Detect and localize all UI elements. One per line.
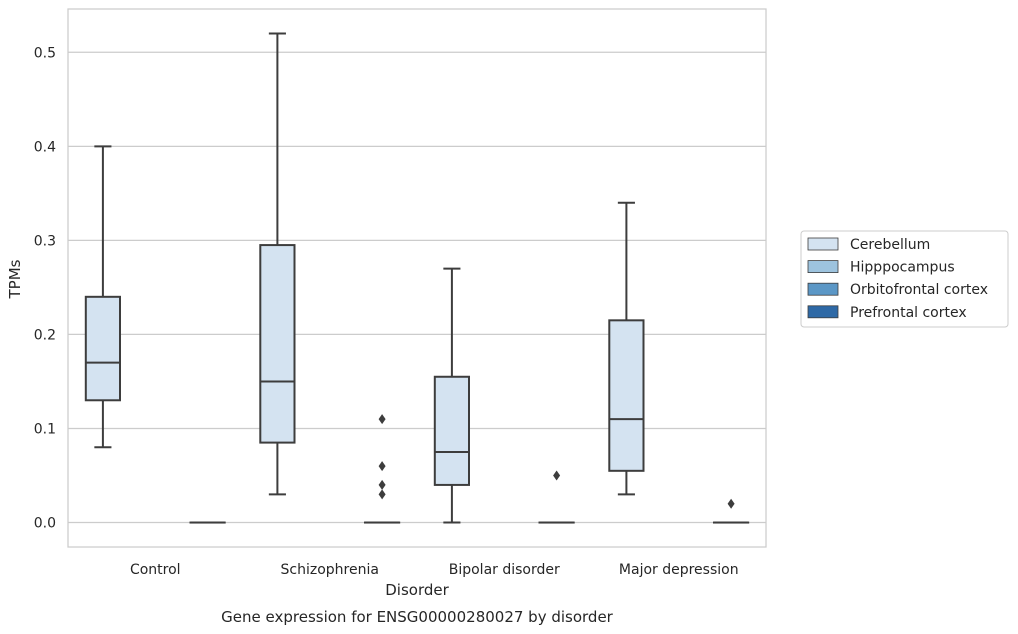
- y-tick-label: 0.4: [34, 139, 56, 155]
- box-series: [84, 32, 750, 524]
- box-prefrontal-cortex: [538, 470, 575, 524]
- outlier-point: [553, 470, 561, 481]
- box-rect: [433, 375, 471, 486]
- x-tick-label: Schizophrenia: [281, 562, 379, 578]
- outlier-point: [378, 414, 386, 425]
- legend-label: Orbitofrontal cortex: [850, 282, 988, 298]
- box-cerebellum: [608, 201, 645, 496]
- legend-label: Cerebellum: [850, 237, 930, 253]
- legend: Cerebellum Hipppocampus Orbitofrontal cort…: [800, 230, 1009, 328]
- box-cerebellum: [84, 145, 122, 449]
- box-prefrontal-cortex: [712, 498, 750, 524]
- legend-swatch: [807, 305, 839, 319]
- box-rect: [608, 319, 645, 472]
- outlier-point: [378, 479, 386, 490]
- box-rect: [259, 244, 296, 444]
- legend-label: Prefrontal cortex: [850, 305, 967, 321]
- y-tick-labels: 0.0 0.1 0.2 0.3 0.4 0.5: [34, 45, 56, 531]
- y-tick-label: 0.5: [34, 45, 56, 61]
- legend-swatch: [807, 282, 839, 296]
- x-tick-label: Bipolar disorder: [449, 562, 560, 578]
- box-cerebellum: [259, 32, 296, 496]
- y-gridlines: [68, 51, 766, 524]
- outlier-point: [378, 461, 386, 472]
- legend-swatch: [807, 260, 839, 274]
- y-tick-label: 0.1: [34, 421, 56, 437]
- y-tick-label: 0.0: [34, 516, 56, 532]
- plot-frame: [67, 8, 767, 548]
- legend-swatch: [807, 237, 839, 251]
- y-axis-label: TPMs: [6, 259, 24, 299]
- outlier-point: [378, 489, 386, 500]
- y-tick-label: 0.3: [34, 233, 56, 249]
- box-rect: [84, 295, 122, 402]
- chart-title: Gene expression for ENSG00000280027 by d…: [221, 608, 614, 626]
- x-axis-label: Disorder: [385, 581, 449, 599]
- box-cerebellum: [433, 267, 471, 524]
- x-tick-label: Major depression: [619, 562, 739, 578]
- box-prefrontal-cortex: [363, 414, 401, 524]
- x-tick-labels: Control Schizophrenia Bipolar disorder Majo…: [130, 562, 739, 578]
- legend-label: Hipppocampus: [850, 260, 955, 276]
- legend-frame: [800, 230, 1009, 328]
- y-tick-label: 0.2: [34, 327, 56, 343]
- x-tick-label: Control: [130, 562, 181, 578]
- outlier-point: [727, 498, 735, 509]
